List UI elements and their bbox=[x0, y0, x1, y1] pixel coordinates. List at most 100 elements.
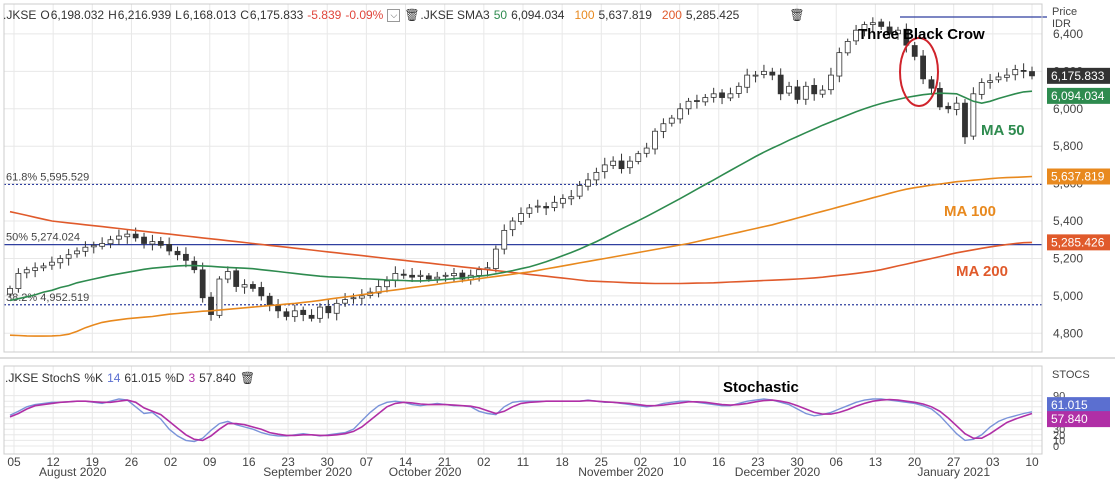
close-label: C bbox=[240, 8, 249, 22]
candle-body bbox=[32, 267, 39, 271]
candle-body bbox=[107, 239, 114, 245]
candle-body bbox=[694, 100, 700, 102]
ma50-price-tag: 6,094.034 bbox=[1051, 89, 1105, 103]
candle-body bbox=[853, 29, 859, 42]
candle-body bbox=[685, 100, 692, 110]
stoch-header: .JKSE StochS %K 14 61.015 %D 3 57.840 🗑 bbox=[5, 371, 256, 385]
month-label: January 2021 bbox=[917, 465, 990, 479]
candle-body bbox=[183, 253, 189, 261]
x-tick-label: 16 bbox=[712, 455, 726, 469]
x-tick-label: 26 bbox=[125, 455, 139, 469]
candle-body bbox=[601, 164, 608, 173]
sma200-period: 200 bbox=[661, 8, 682, 22]
trash-icon[interactable]: 🗑 bbox=[239, 371, 256, 385]
candle-body bbox=[283, 311, 290, 317]
x-tick-label: 07 bbox=[360, 455, 374, 469]
candle-body bbox=[300, 309, 307, 315]
last-price-tag-bg bbox=[1047, 67, 1110, 84]
candle-body bbox=[308, 314, 315, 319]
stoch-tick-label: 0 bbox=[1053, 441, 1059, 453]
change-pct: -0.09% bbox=[345, 8, 384, 22]
candle-body bbox=[233, 270, 240, 287]
candle-body bbox=[836, 52, 843, 77]
candle-body bbox=[509, 220, 516, 231]
candle-body bbox=[802, 85, 809, 100]
candle-body bbox=[1020, 70, 1027, 72]
candle-body bbox=[1012, 69, 1019, 76]
candle-body bbox=[409, 274, 415, 278]
candle-body bbox=[400, 273, 407, 276]
x-tick-label: 25 bbox=[595, 455, 609, 469]
candle-body bbox=[40, 265, 47, 269]
sma50-period: 50 bbox=[493, 8, 508, 22]
price-tick-label: 5,800 bbox=[1053, 139, 1083, 153]
ma100-price-tag: 5,637.819 bbox=[1051, 170, 1105, 184]
stoch-study-label: .JKSE StochS bbox=[5, 371, 81, 385]
last-price-tag: 6,175.833 bbox=[1051, 69, 1105, 83]
candle-body bbox=[593, 171, 600, 181]
sma100-value: 5,637.819 bbox=[598, 8, 652, 22]
price-tick-label: 5,000 bbox=[1053, 289, 1083, 303]
candle-body bbox=[384, 280, 390, 288]
price-tick-label: 5,200 bbox=[1053, 251, 1083, 265]
trash-icon[interactable]: 🗑 bbox=[404, 8, 420, 22]
price-axis-title: Price bbox=[1052, 6, 1077, 18]
candle-body bbox=[534, 205, 541, 208]
price-header: .JKSE O 6,198.032 H 6,216.939 L 6,168.013 C… bbox=[3, 8, 805, 22]
candle-body bbox=[777, 74, 784, 95]
candle-body bbox=[652, 130, 658, 150]
stoch-k-line bbox=[9, 398, 1033, 443]
candle-body bbox=[643, 147, 650, 154]
ma100-line bbox=[9, 175, 1033, 337]
candle-body bbox=[811, 84, 818, 95]
candle-body bbox=[786, 85, 792, 94]
candle-body bbox=[710, 93, 717, 98]
sma100-period: 100 bbox=[574, 8, 595, 22]
price-axis-unit: IDR bbox=[1052, 18, 1071, 30]
stoch-tick-label: 30 bbox=[1053, 424, 1065, 436]
candle-body bbox=[174, 250, 181, 256]
candle-body bbox=[23, 269, 30, 274]
candle-body bbox=[936, 87, 943, 108]
x-tick-label: 06 bbox=[830, 455, 844, 469]
candle-body bbox=[116, 235, 122, 240]
sma200-value: 5,285.425 bbox=[685, 8, 740, 22]
x-tick-label: 14 bbox=[399, 455, 413, 469]
candle-body bbox=[627, 160, 633, 169]
symbol-label: .JKSE bbox=[3, 8, 37, 22]
sma-study-label: .JKSE SMA3 bbox=[420, 8, 490, 22]
x-tick-label: 16 bbox=[242, 455, 256, 469]
price-tick-label: 4,800 bbox=[1053, 326, 1083, 340]
candle-body bbox=[48, 261, 55, 266]
candle-body bbox=[610, 160, 617, 166]
candle-body bbox=[668, 117, 675, 124]
low-label: L bbox=[175, 8, 182, 22]
x-tick-label: 10 bbox=[673, 455, 687, 469]
month-label: November 2020 bbox=[578, 465, 664, 479]
candle-body bbox=[501, 229, 508, 250]
candle-body bbox=[82, 246, 89, 252]
chevron-down-icon[interactable]: ⌵ bbox=[387, 8, 401, 22]
candle-body bbox=[241, 284, 248, 288]
x-tick-label: 02 bbox=[164, 455, 178, 469]
candle-body bbox=[99, 243, 106, 247]
candle-body bbox=[559, 198, 566, 204]
candle-body bbox=[844, 41, 851, 54]
ma200-annotation: MA 200 bbox=[956, 263, 1008, 280]
price-tag-labels: 6,175.833 6,094.034 5,637.819 5,285.426 61.0… bbox=[1047, 67, 1110, 428]
x-tick-label: 02 bbox=[477, 455, 491, 469]
candle-body bbox=[928, 79, 935, 89]
candle-body bbox=[819, 89, 826, 95]
candle-body bbox=[7, 287, 13, 295]
sma50-value: 6,094.034 bbox=[511, 8, 565, 22]
x-tick-label: 12 bbox=[46, 455, 60, 469]
candle-body bbox=[878, 21, 885, 27]
candle-body bbox=[995, 76, 1002, 81]
candle-body bbox=[585, 179, 591, 187]
candle-body bbox=[727, 93, 734, 99]
stoch-axis-title: STOCS bbox=[1052, 369, 1090, 381]
trash-icon[interactable]: 🗑 bbox=[789, 8, 805, 22]
candle-body bbox=[392, 273, 399, 281]
x-tick-label: 03 bbox=[986, 455, 1000, 469]
